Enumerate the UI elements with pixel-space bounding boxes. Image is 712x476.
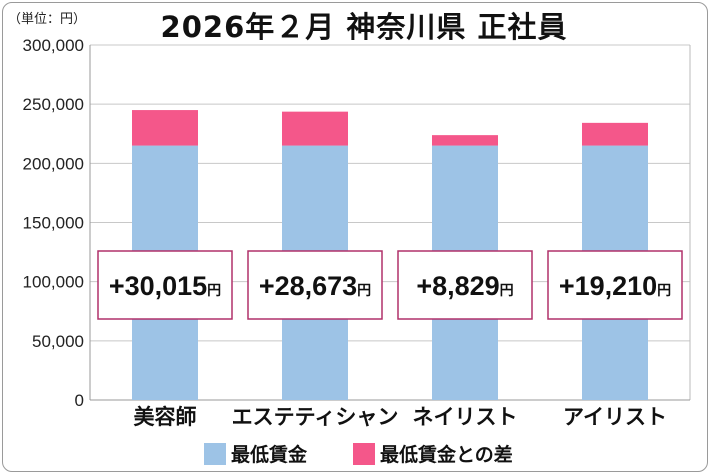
- bar-difference: [582, 122, 648, 146]
- callout-box: [247, 250, 383, 320]
- callout-box: [547, 250, 683, 320]
- category-label: アイリスト: [563, 405, 667, 429]
- y-tick-label: 200,000: [23, 154, 84, 173]
- callout-box: [97, 250, 233, 320]
- category-label: ネイリスト: [413, 405, 518, 429]
- y-tick-label: 300,000: [23, 36, 84, 55]
- category-label: エステティシャン: [232, 405, 399, 429]
- legend-label: 最低賃金: [231, 443, 308, 466]
- y-tick-label: 50,000: [32, 332, 84, 351]
- y-tick-label: 0: [75, 391, 84, 410]
- legend-swatch: [353, 443, 375, 465]
- legend-label: 最低賃金との差: [380, 443, 513, 466]
- data-label: +19,210円: [559, 271, 671, 301]
- category-label: 美容師: [134, 405, 197, 429]
- data-label: +28,673円: [259, 271, 371, 301]
- y-tick-label: 250,000: [23, 95, 84, 114]
- data-label: +30,015円: [109, 271, 221, 301]
- legend-swatch: [204, 443, 226, 465]
- y-tick-label: 150,000: [23, 214, 84, 233]
- y-tick-label: 100,000: [23, 273, 84, 292]
- chart-title: 2026年２月 神奈川県 正社員: [160, 10, 568, 44]
- data-label: +8,829円: [416, 271, 513, 301]
- bar-difference: [282, 111, 348, 146]
- bar-difference: [132, 110, 198, 146]
- callout-box: [397, 250, 533, 320]
- bar-difference: [432, 135, 498, 146]
- unit-label: （単位：円）: [8, 12, 87, 27]
